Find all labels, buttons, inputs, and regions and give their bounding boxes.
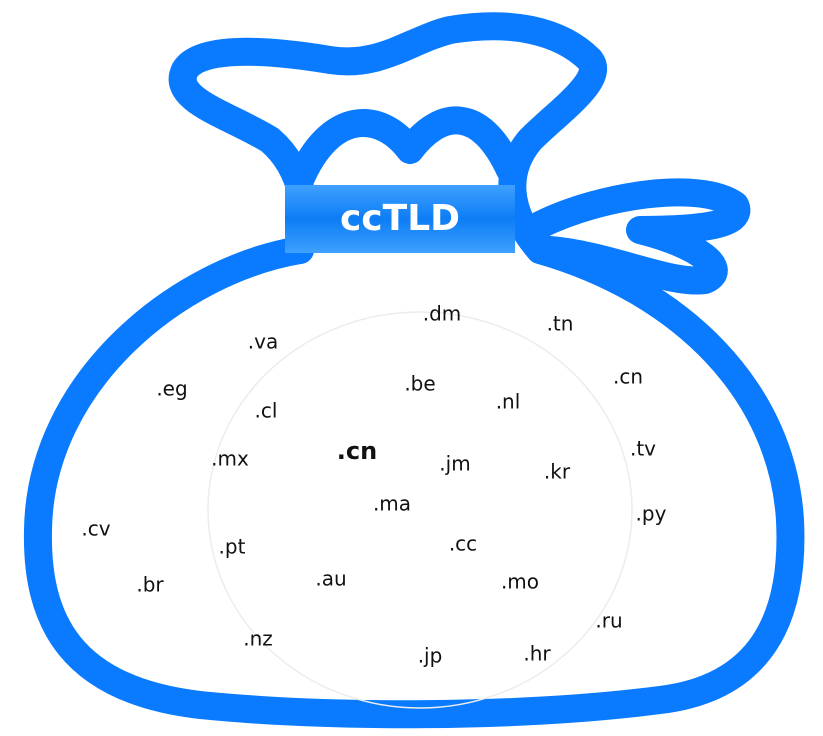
domain-label: .pt [219,535,246,559]
bag-label: ccTLD [340,198,460,239]
domain-label: .br [136,573,164,597]
domain-label: .nl [496,390,521,414]
domain-label: .kr [544,460,571,484]
domain-label: .au [315,567,346,591]
domain-label: .dm [423,302,462,326]
domain-label: .mx [211,447,249,471]
domain-label: .py [636,502,667,526]
bag-outline [38,26,791,714]
domain-label: .cl [255,399,278,423]
domain-label: .cn [337,437,377,465]
domain-label: .be [404,372,435,396]
domain-label: .hr [523,642,551,666]
domain-label: .ru [595,609,622,633]
domain-label: .cv [81,517,110,541]
domain-label: .tv [630,437,656,461]
domain-label: .mo [501,570,539,594]
domain-label: .cn [613,365,643,389]
domain-label: .jm [439,452,470,476]
domain-label: .nz [243,627,273,651]
domain-label: .va [248,330,278,354]
domain-label: .eg [156,377,187,401]
domain-label: .jp [418,644,443,668]
bag-illustration: ccTLD .dm .tn .va .cn .eg .be .nl .cl .mx .cn .jm.… [0,0,823,736]
domain-label: .cc [449,532,477,556]
domain-label: .ma [373,492,411,516]
domain-label: .tn [547,312,574,336]
domain-list: .dm .tn .va .cn .eg .be .nl .cl .mx .cn .jm .kr .tv.… [81,302,666,668]
